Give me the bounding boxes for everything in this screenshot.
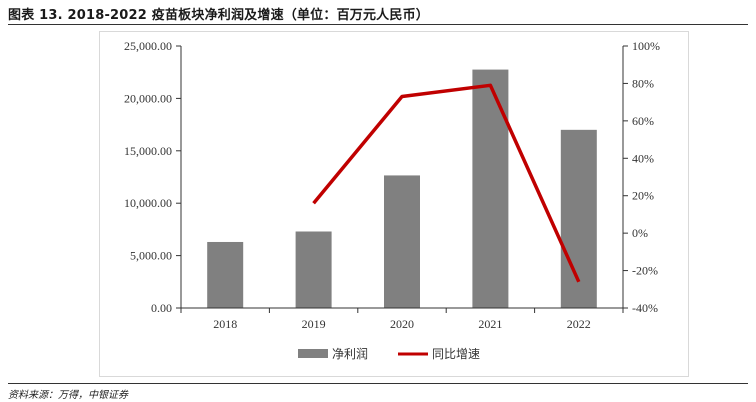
bar [207, 241, 244, 308]
legend: 净利润 同比增速 [298, 347, 480, 361]
x-tick-label: 2020 [390, 317, 414, 331]
line-series [312, 83, 581, 283]
source-note: 资料来源：万得，中银证券 [8, 390, 128, 401]
right-axis: -40% -20% 0% 20% 40% 60% 80% 100% [622, 39, 660, 315]
chart-title: 图表 13. 2018-2022 疫苗板块净利润及增速（单位：百万元人民币） [8, 8, 429, 23]
right-tick-label: -40% [632, 301, 658, 315]
chart-frame [99, 31, 689, 377]
x-tick-label: 2018 [213, 317, 237, 331]
right-tick-label: 40% [632, 151, 654, 165]
bar [295, 231, 332, 308]
x-tick-label: 2019 [302, 317, 326, 331]
x-tick-label: 2022 [567, 317, 591, 331]
right-tick-label: 0% [632, 226, 648, 240]
right-tick-label: 80% [632, 76, 654, 90]
left-tick-label: 10,000.00 [124, 196, 172, 210]
source-divider [8, 383, 748, 384]
right-tick-label: 20% [632, 189, 654, 203]
left-axis: 0.00 5,000.00 10,000.00 15,000.00 20,000.00 2… [124, 39, 182, 315]
title-divider [8, 24, 748, 25]
x-tick-label: 2021 [478, 317, 502, 331]
left-tick-label: 5,000.00 [130, 249, 172, 263]
bar [384, 175, 420, 308]
left-tick-label: 20,000.00 [124, 91, 172, 105]
right-tick-label: 60% [632, 114, 654, 128]
legend-swatch-bar [298, 349, 328, 358]
legend-label-line: 同比增速 [432, 347, 480, 361]
left-tick-label: 25,000.00 [124, 39, 172, 53]
growth-line [312, 83, 581, 283]
right-tick-label: -20% [632, 264, 658, 278]
left-tick-label: 0.00 [151, 301, 172, 315]
left-tick-label: 15,000.00 [124, 144, 172, 158]
legend-label-bar: 净利润 [332, 347, 368, 361]
x-axis: 2018 2019 2020 2021 2022 [180, 307, 624, 331]
bar [472, 69, 509, 308]
right-tick-label: 100% [632, 39, 660, 53]
